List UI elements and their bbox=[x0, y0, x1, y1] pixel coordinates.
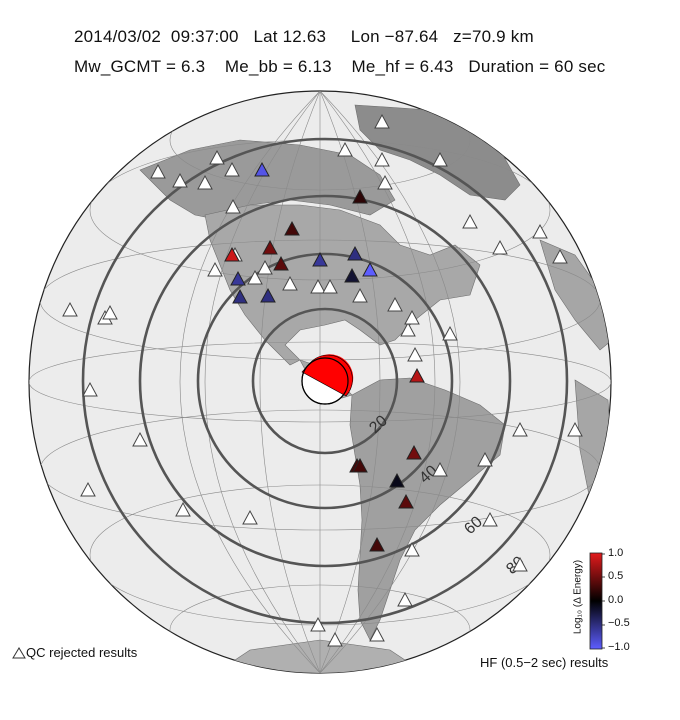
qc-station-icon bbox=[532, 223, 548, 239]
qc-station-icon bbox=[352, 287, 368, 303]
event-info-line-2: Mw_GCMT = 6.3 Me_bb = 6.13 Me_hf = 6.43 … bbox=[74, 57, 606, 76]
colorbar-tick: 0.5 bbox=[608, 570, 624, 582]
qc-station-icon bbox=[477, 451, 493, 467]
distance-rings bbox=[81, 137, 569, 625]
qc-station-icon bbox=[247, 269, 263, 285]
qc-station-icon bbox=[175, 501, 191, 517]
qc-station-icon bbox=[377, 174, 393, 190]
qc-station-icon bbox=[310, 616, 326, 632]
hf-station-icon bbox=[284, 220, 300, 236]
event-info-line-1: 2014/03/02 09:37:00 Lat 12.63 Lon −87.64… bbox=[74, 27, 534, 46]
qc-station-icon bbox=[257, 259, 273, 275]
qc-station-icon bbox=[374, 151, 390, 167]
qc-station-icon bbox=[462, 213, 478, 229]
distance-ring bbox=[196, 252, 454, 510]
hf-station-icon bbox=[232, 288, 248, 304]
hf-station-icon bbox=[312, 251, 328, 267]
hf-station-icon bbox=[254, 161, 270, 177]
distance-ring bbox=[81, 137, 569, 625]
qc-station-icon bbox=[374, 113, 390, 129]
qc-station-icon bbox=[132, 431, 148, 447]
qc-station-icon bbox=[327, 631, 343, 647]
qc-station-icon bbox=[387, 296, 403, 312]
qc-legend-icon bbox=[12, 647, 26, 659]
landmass-europe-edge bbox=[539, 239, 611, 351]
qc-station-icon bbox=[310, 278, 326, 294]
qc-station-icon bbox=[207, 261, 223, 277]
qc-station-icon bbox=[432, 151, 448, 167]
focal-mechanism-beachball bbox=[301, 354, 354, 405]
qc-station-icon bbox=[172, 172, 188, 188]
qc-station-icon bbox=[407, 346, 423, 362]
hf-station-icon bbox=[347, 245, 363, 261]
distance-ring bbox=[138, 194, 512, 568]
hf-station-icon bbox=[352, 188, 368, 204]
colorbar-tick: 1.0 bbox=[608, 547, 624, 559]
qc-station-icon bbox=[512, 421, 528, 437]
qc-station-icon bbox=[80, 481, 96, 497]
qc-station-icon bbox=[482, 511, 498, 527]
hf-station-icon bbox=[369, 536, 385, 552]
qc-station-icon bbox=[442, 325, 458, 341]
colorbar-tick: 0.0 bbox=[608, 594, 624, 606]
graticule bbox=[29, 91, 611, 673]
qc-station-icon bbox=[82, 381, 98, 397]
colorbar-tick: −1.0 bbox=[608, 641, 630, 653]
hf-station-icon bbox=[262, 239, 278, 255]
distance-ring bbox=[251, 307, 399, 455]
qc-station-icon bbox=[322, 278, 338, 294]
hf-station-icon bbox=[224, 246, 240, 262]
qc-station-icon bbox=[225, 198, 241, 214]
hf-legend-label: HF (0.5−2 sec) results bbox=[480, 655, 609, 670]
qc-station-icon bbox=[512, 556, 528, 572]
hf-station-icon bbox=[344, 267, 360, 283]
hf-station-icon bbox=[260, 287, 276, 303]
hf-stations bbox=[224, 161, 425, 552]
landmass-canada-arctic bbox=[139, 139, 396, 221]
qc-station-icon bbox=[404, 309, 420, 325]
qc-station-icon bbox=[432, 461, 448, 477]
qc-station-icon bbox=[242, 509, 258, 525]
qc-station-icon bbox=[224, 161, 240, 177]
qc-station-icon bbox=[197, 174, 213, 190]
hf-station-icon bbox=[389, 472, 405, 488]
hf-station-icon bbox=[230, 270, 246, 286]
hf-station-icon bbox=[409, 367, 425, 383]
qc-station-icon bbox=[209, 149, 225, 165]
colorbar bbox=[589, 552, 603, 650]
qc-station-icon bbox=[492, 239, 508, 255]
hf-station-icon bbox=[406, 444, 422, 460]
qc-station-icon bbox=[337, 141, 353, 157]
hf-station-icon bbox=[273, 255, 289, 271]
hf-station-icon bbox=[352, 457, 368, 473]
colorbar-title: Log₁₀ (Δ Energy) bbox=[572, 559, 584, 635]
qc-station-icon bbox=[369, 626, 385, 642]
qc-station-icon bbox=[404, 541, 420, 557]
hf-station-icon bbox=[362, 261, 378, 277]
qc-station-icon bbox=[400, 321, 416, 337]
landmass-north-america bbox=[204, 204, 481, 366]
hf-station-icon bbox=[398, 493, 414, 509]
qc-station-icon bbox=[567, 421, 583, 437]
colorbar-tick: −0.5 bbox=[608, 617, 630, 629]
qc-station-icon bbox=[150, 163, 166, 179]
qc-station-icon bbox=[552, 248, 568, 264]
qc-station-icon bbox=[282, 275, 298, 291]
qc-legend-label: QC rejected results bbox=[26, 645, 138, 660]
qc-station-icon bbox=[62, 301, 78, 317]
qc-rejected-stations bbox=[62, 113, 583, 647]
qc-station-icon bbox=[397, 591, 413, 607]
qc-station-icon bbox=[102, 304, 118, 320]
